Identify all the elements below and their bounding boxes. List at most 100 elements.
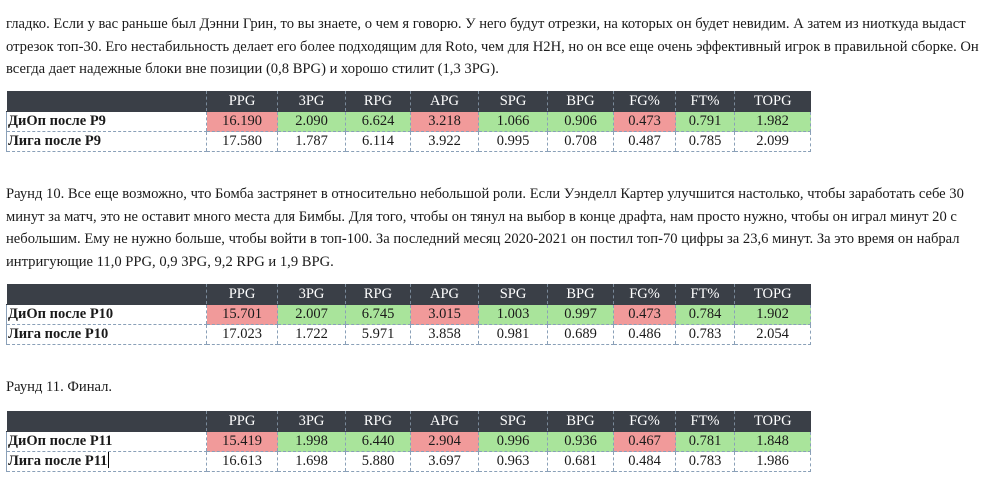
- table-row-league: Лига после Р11 16.613 1.698 5.880 3.697 0.963…: [6, 451, 811, 472]
- team-stat-cell: 0.467: [613, 431, 676, 452]
- row-label-league-text: Лига после Р10: [8, 326, 109, 342]
- column-header: PPG: [206, 91, 278, 112]
- column-header: TOPG: [734, 284, 811, 305]
- row-label-league: Лига после Р10: [6, 324, 207, 345]
- column-header: 3PG: [277, 284, 346, 305]
- league-stat-cell: 0.783: [675, 451, 735, 472]
- row-label-league: Лига после Р9: [6, 131, 207, 152]
- league-stat-cell: 1.986: [734, 451, 811, 472]
- column-header: 3PG: [277, 411, 346, 432]
- league-stat-cell: 1.787: [277, 131, 346, 152]
- header-corner-cell: [6, 284, 207, 305]
- team-stat-cell: 1.003: [478, 304, 548, 325]
- team-stat-cell: 1.998: [277, 431, 346, 452]
- header-corner-cell: [6, 91, 207, 112]
- league-stat-cell: 2.054: [734, 324, 811, 345]
- league-stat-cell: 17.580: [206, 131, 278, 152]
- team-stat-cell: 2.007: [277, 304, 346, 325]
- league-stat-cell: 0.995: [478, 131, 548, 152]
- team-stat-cell: 6.440: [345, 431, 411, 452]
- column-header: FT%: [675, 91, 735, 112]
- league-stat-cell: 2.099: [734, 131, 811, 152]
- league-stat-cell: 3.697: [410, 451, 479, 472]
- column-header: RPG: [345, 284, 411, 305]
- stats-table-round-9: PPG 3PG RPG APG SPG BPG FG% FT% TOPG ДиОп после …: [6, 91, 811, 152]
- league-stat-cell: 16.613: [206, 451, 278, 472]
- team-stat-cell: 6.624: [345, 111, 411, 132]
- team-stat-cell: 1.066: [478, 111, 548, 132]
- paragraph-text: Раунд 10. Все еще возможно, что Бомба за…: [6, 186, 964, 270]
- column-header: BPG: [547, 91, 614, 112]
- team-stat-cell: 1.848: [734, 431, 811, 452]
- column-header: TOPG: [734, 91, 811, 112]
- column-header: APG: [410, 284, 479, 305]
- league-stat-cell: 0.689: [547, 324, 614, 345]
- table-row-league: Лига после Р9 17.580 1.787 6.114 3.922 0.995 0…: [6, 131, 811, 152]
- table-header-row: PPG 3PG RPG APG SPG BPG FG% FT% TOPG: [6, 91, 811, 112]
- league-stat-cell: 0.783: [675, 324, 735, 345]
- league-stat-cell: 0.484: [613, 451, 676, 472]
- league-stat-cell: 3.922: [410, 131, 479, 152]
- team-stat-cell: 3.218: [410, 111, 479, 132]
- team-stat-cell: 0.791: [675, 111, 735, 132]
- team-stat-cell: 0.473: [613, 304, 676, 325]
- team-stat-cell: 0.997: [547, 304, 614, 325]
- paragraph-text: гладко. Если у вас раньше был Дэнни Грин…: [6, 16, 979, 77]
- team-stat-cell: 0.473: [613, 111, 676, 132]
- column-header: TOPG: [734, 411, 811, 432]
- league-stat-cell: 0.708: [547, 131, 614, 152]
- league-stat-cell: 0.963: [478, 451, 548, 472]
- row-label-league: Лига после Р11: [6, 451, 207, 472]
- team-stat-cell: 2.904: [410, 431, 479, 452]
- table-header-row: PPG 3PG RPG APG SPG BPG FG% FT% TOPG: [6, 284, 811, 305]
- team-stat-cell: 0.781: [675, 431, 735, 452]
- column-header: RPG: [345, 411, 411, 432]
- league-stat-cell: 5.971: [345, 324, 411, 345]
- column-header: APG: [410, 411, 479, 432]
- stats-table-round-10: PPG 3PG RPG APG SPG BPG FG% FT% TOPG ДиОп после …: [6, 284, 811, 345]
- column-header: FG%: [613, 91, 676, 112]
- team-stat-cell: 0.906: [547, 111, 614, 132]
- league-stat-cell: 1.698: [277, 451, 346, 472]
- league-stat-cell: 1.722: [277, 324, 346, 345]
- table-row-team: ДиОп после Р9 16.190 2.090 6.624 3.218 1.066 0…: [6, 111, 811, 132]
- column-header: FT%: [675, 284, 735, 305]
- text-cursor: [108, 452, 110, 468]
- column-header: SPG: [478, 411, 548, 432]
- column-header: FT%: [675, 411, 735, 432]
- column-header: PPG: [206, 284, 278, 305]
- team-stat-cell: 0.936: [547, 431, 614, 452]
- table-row-team: ДиОп после Р11 15.419 1.998 6.440 2.904 0.996…: [6, 431, 811, 452]
- column-header: SPG: [478, 284, 548, 305]
- league-stat-cell: 17.023: [206, 324, 278, 345]
- team-stat-cell: 15.701: [206, 304, 278, 325]
- paragraph-text: Раунд 11. Финал.: [6, 379, 113, 395]
- team-stat-cell: 0.784: [675, 304, 735, 325]
- league-stat-cell: 0.487: [613, 131, 676, 152]
- row-label-team: ДиОп после Р10: [6, 304, 207, 325]
- row-label-team: ДиОп после Р11: [6, 431, 207, 452]
- team-stat-cell: 2.090: [277, 111, 346, 132]
- team-stat-cell: 0.996: [478, 431, 548, 452]
- column-header: 3PG: [277, 91, 346, 112]
- column-header: BPG: [547, 284, 614, 305]
- team-stat-cell: 1.902: [734, 304, 811, 325]
- table-row-team: ДиОп после Р10 15.701 2.007 6.745 3.015 1.003…: [6, 304, 811, 325]
- stats-table-round-11: PPG 3PG RPG APG SPG BPG FG% FT% TOPG ДиОп после …: [6, 411, 811, 472]
- column-header: FG%: [613, 284, 676, 305]
- table-header-row: PPG 3PG RPG APG SPG BPG FG% FT% TOPG: [6, 411, 811, 432]
- team-stat-cell: 1.982: [734, 111, 811, 132]
- column-header: APG: [410, 91, 479, 112]
- team-stat-cell: 16.190: [206, 111, 278, 132]
- row-label-league-text: Лига после Р11: [8, 453, 108, 469]
- team-stat-cell: 6.745: [345, 304, 411, 325]
- league-stat-cell: 6.114: [345, 131, 411, 152]
- table-row-league: Лига после Р10 17.023 1.722 5.971 3.858 0.981…: [6, 324, 811, 345]
- league-stat-cell: 0.486: [613, 324, 676, 345]
- league-stat-cell: 0.785: [675, 131, 735, 152]
- column-header: RPG: [345, 91, 411, 112]
- team-stat-cell: 3.015: [410, 304, 479, 325]
- column-header: PPG: [206, 411, 278, 432]
- league-stat-cell: 0.681: [547, 451, 614, 472]
- team-stat-cell: 15.419: [206, 431, 278, 452]
